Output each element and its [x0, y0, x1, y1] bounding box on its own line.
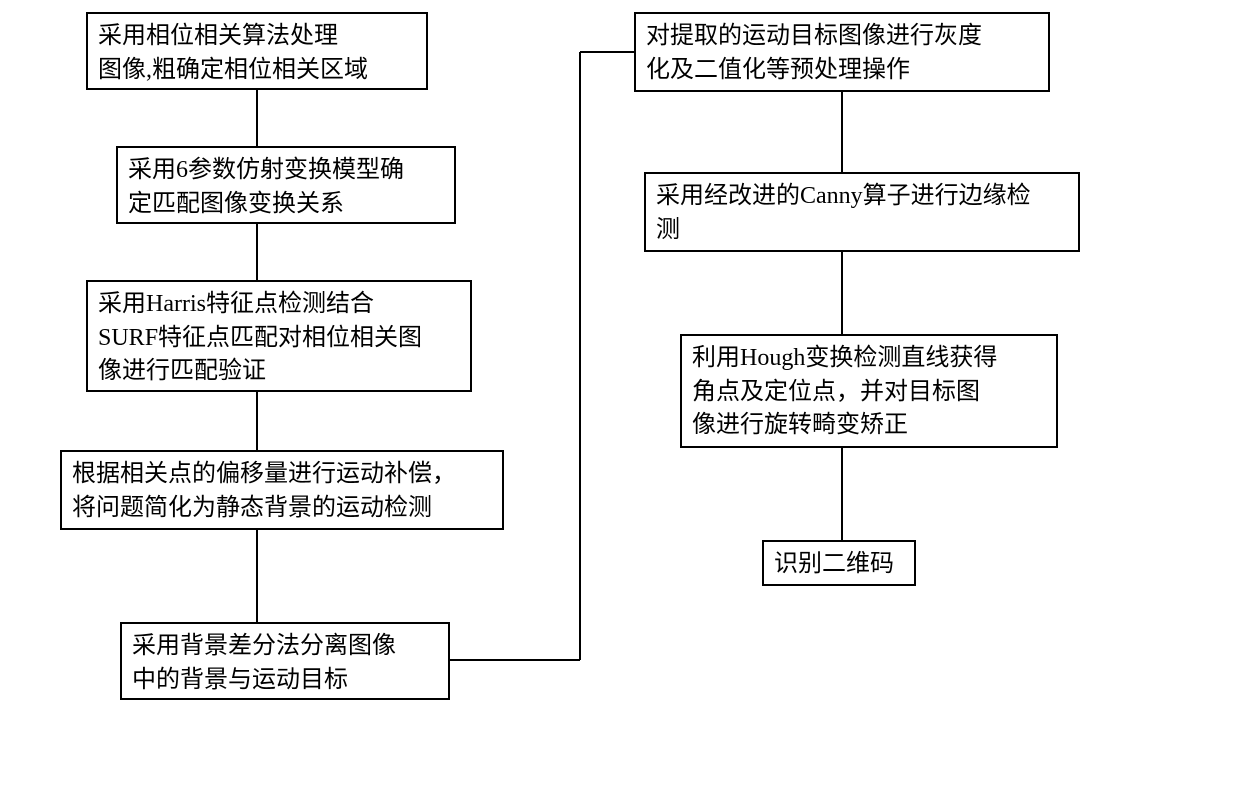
flowchart-node-n5: 采用背景差分法分离图像 中的背景与运动目标 — [120, 622, 450, 700]
flowchart-node-text: 采用经改进的Canny算子进行边缘检 测 — [656, 183, 1031, 243]
flowchart-node-text: 采用6参数仿射变换模型确 定匹配图像变换关系 — [128, 157, 404, 217]
flowchart-node-text: 识别二维码 — [774, 551, 894, 577]
flowchart-node-n8: 利用Hough变换检测直线获得 角点及定位点，并对目标图 像进行旋转畸变矫正 — [680, 334, 1058, 448]
flowchart-node-n4: 根据相关点的偏移量进行运动补偿， 将问题简化为静态背景的运动检测 — [60, 450, 504, 530]
flowchart-node-n3: 采用Harris特征点检测结合 SURF特征点匹配对相位相关图 像进行匹配验证 — [86, 280, 472, 392]
flowchart-node-text: 采用背景差分法分离图像 中的背景与运动目标 — [132, 633, 396, 693]
flowchart-node-n6: 对提取的运动目标图像进行灰度 化及二值化等预处理操作 — [634, 12, 1050, 92]
flowchart-node-text: 利用Hough变换检测直线获得 角点及定位点，并对目标图 像进行旋转畸变矫正 — [692, 345, 997, 438]
flowchart-node-text: 根据相关点的偏移量进行运动补偿， 将问题简化为静态背景的运动检测 — [72, 461, 456, 521]
flowchart-node-n2: 采用6参数仿射变换模型确 定匹配图像变换关系 — [116, 146, 456, 224]
flowchart-node-n1: 采用相位相关算法处理 图像,粗确定相位相关区域 — [86, 12, 428, 90]
flowchart-node-text: 采用Harris特征点检测结合 SURF特征点匹配对相位相关图 像进行匹配验证 — [98, 291, 422, 384]
flowchart-node-text: 对提取的运动目标图像进行灰度 化及二值化等预处理操作 — [646, 23, 982, 83]
flowchart-node-n7: 采用经改进的Canny算子进行边缘检 测 — [644, 172, 1080, 252]
flowchart-node-n9: 识别二维码 — [762, 540, 916, 586]
flowchart-node-text: 采用相位相关算法处理 图像,粗确定相位相关区域 — [98, 23, 368, 83]
